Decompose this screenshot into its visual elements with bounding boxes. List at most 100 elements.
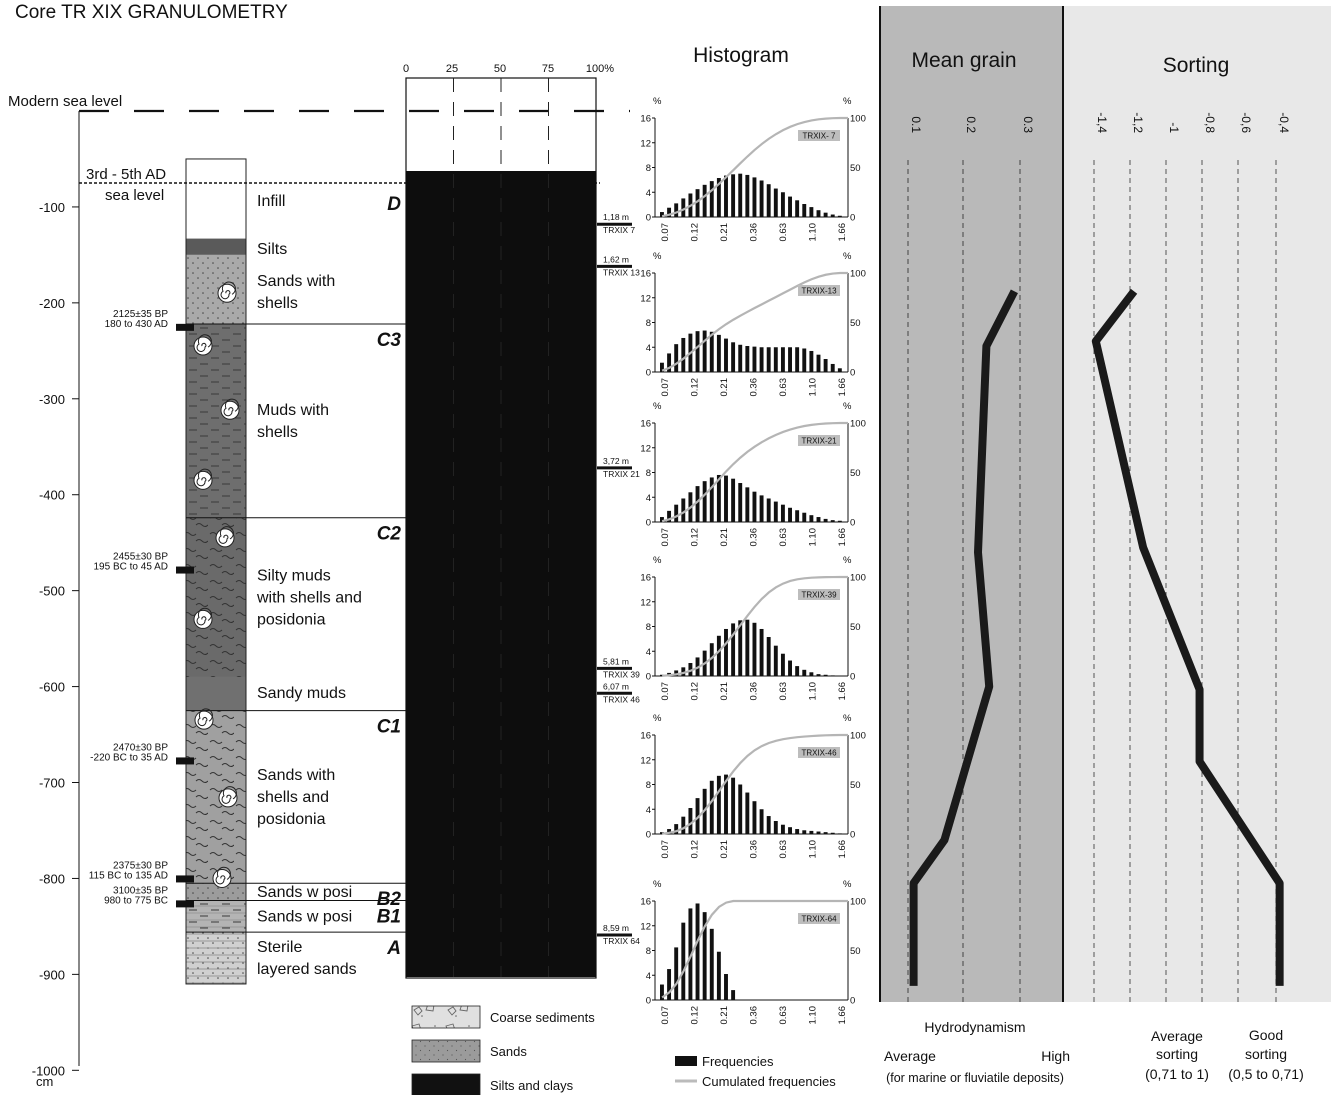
depth-tick-label: -400 — [39, 488, 65, 503]
histogram-unit-left: % — [653, 251, 662, 262]
lithology-layer — [186, 676, 246, 711]
lithology-pattern — [186, 254, 246, 324]
histogram-bar — [795, 510, 800, 522]
histogram-y-label: 8 — [646, 318, 651, 329]
histogram-y2-label: 0 — [850, 672, 855, 683]
histogram-x-label: 0.36 — [749, 223, 760, 242]
histogram-bar — [667, 353, 672, 372]
histogram-bar — [816, 517, 821, 522]
lithology-column: Infill Silts Sands with shells Muds with shel… — [185, 158, 362, 985]
histogram-y-label: 0 — [646, 518, 651, 529]
lithology-pattern — [186, 517, 246, 677]
histogram-bar — [759, 347, 764, 372]
histogram-y-label: 8 — [646, 780, 651, 791]
shell-icon-spiral — [197, 708, 213, 727]
histogram-y-label: 4 — [646, 971, 651, 982]
histogram-y-label: 0 — [646, 672, 651, 683]
shell-icon-spiral — [196, 468, 212, 487]
histogram-y-label: 4 — [646, 647, 651, 658]
histogram-bar — [802, 204, 807, 217]
histogram-tag-bg — [798, 913, 840, 924]
lithology-label: Muds with — [257, 402, 329, 419]
histogram-y-label: 4 — [646, 805, 651, 816]
histogram-bar — [674, 203, 679, 217]
histogram-x-label: 0.63 — [778, 528, 789, 547]
lithology-label: Silty muds — [257, 567, 331, 584]
histogram-tag: TRXIX-21 — [801, 437, 837, 446]
histogram-cumulative-curve — [661, 899, 848, 999]
sample-depth-label: 3,72 m — [603, 456, 629, 466]
histogram-y2-label: 50 — [850, 468, 861, 479]
histogram-bar — [688, 808, 693, 834]
histogram-x-label: 0.07 — [660, 1006, 671, 1025]
histogram-bar — [660, 674, 664, 676]
depth-tick-label: -200 — [39, 296, 65, 311]
histogram-unit-right: % — [843, 879, 852, 890]
shell-icon — [193, 468, 213, 490]
histogram-bar — [802, 512, 807, 522]
histogram-x-label: 0.12 — [690, 378, 701, 397]
shell-icon-spiral — [196, 334, 212, 352]
histogram-bar — [738, 344, 743, 372]
shell-icon — [218, 786, 238, 808]
sample-code-label: TRXIX 7 — [603, 225, 635, 235]
histogram-x-label: 0.12 — [690, 1006, 701, 1025]
histogram-tag-bg — [798, 747, 840, 758]
histogram-x-label: 0.63 — [778, 1006, 789, 1025]
lithology-label: shells — [257, 424, 298, 441]
histogram-bar — [716, 775, 721, 834]
histogram-y-label: 8 — [646, 468, 651, 479]
depth-tick-label: -700 — [39, 776, 65, 791]
sorting-tick-label: -0,8 — [1203, 112, 1217, 133]
histogram-y-label: 8 — [646, 946, 651, 957]
sorting-tick-label: -0,4 — [1277, 112, 1291, 133]
mean-grain-tick-label: 0.1 — [909, 116, 923, 133]
date-marker — [176, 323, 194, 331]
sample-markers: 1,18 m TRXIX 7 1,62 m TRXIX 13 3,72 m TRXIX 2… — [597, 212, 640, 946]
histogram-y-label: 4 — [646, 493, 651, 504]
date-marker — [176, 757, 194, 765]
hydrodynamism-label: Hydrodynamism — [924, 1019, 1025, 1035]
histogram-tag: TRXIX-39 — [801, 591, 837, 600]
histogram-bar — [773, 821, 778, 834]
legend-swatch — [411, 1073, 481, 1095]
histogram-tag-bg — [798, 589, 840, 600]
histogram-x-label: 0.07 — [660, 528, 671, 547]
histogram-bar — [738, 483, 743, 522]
histogram-3: % % 0 4 8 12 16 0 50 100 TRXIX-21 0.07 0.12 0.21 0.36 0… — [640, 401, 865, 547]
histogram-bar — [660, 212, 664, 217]
histogram-bar — [660, 832, 664, 834]
histogram-x-label: 1.66 — [837, 528, 848, 547]
mean-grain-axis: 0.1 0.2 0.3 — [907, 116, 1035, 1002]
histogram-bar — [702, 912, 707, 1000]
sorting-axis: -1,4 -1,2 -1 -0,8 -0,6 -0,4 — [1093, 112, 1291, 1002]
histogram-tag: TRXIX-64 — [801, 915, 837, 924]
histogram-unit-left: % — [653, 555, 662, 566]
frequencies-swatch — [675, 1056, 697, 1066]
histogram-bar — [745, 174, 750, 217]
unit-label: C3 — [377, 330, 402, 351]
histogram-y-label: 16 — [640, 419, 651, 430]
depth-tick-label: -500 — [39, 584, 65, 599]
histogram-bar — [660, 517, 664, 522]
sorting-tick-label: -1 — [1167, 122, 1181, 133]
histogram-bar — [780, 192, 785, 217]
histogram-bar — [738, 784, 743, 834]
histogram-bar — [724, 628, 728, 676]
histogram-bar — [709, 780, 714, 834]
histogram-bar — [702, 184, 707, 217]
histogram-bar — [724, 475, 728, 522]
histogram-bar — [795, 829, 800, 834]
histogram-bar — [674, 504, 679, 522]
histogram-bar — [695, 486, 700, 522]
lithology-label: Sterile — [257, 939, 302, 956]
histogram-bar — [837, 833, 842, 834]
histogram-bar — [837, 520, 842, 522]
histogram-tag: TRXIX- 7 — [803, 132, 836, 141]
histogram-x-label: 1.10 — [808, 682, 819, 701]
histogram-2: % % 0 4 8 12 16 0 50 100 TRXIX-13 0.07 0.12 0.21 0.36 0… — [640, 251, 865, 397]
histogram-x-label: 1.10 — [808, 223, 819, 242]
date-bp: 2470±30 BP — [113, 742, 168, 753]
